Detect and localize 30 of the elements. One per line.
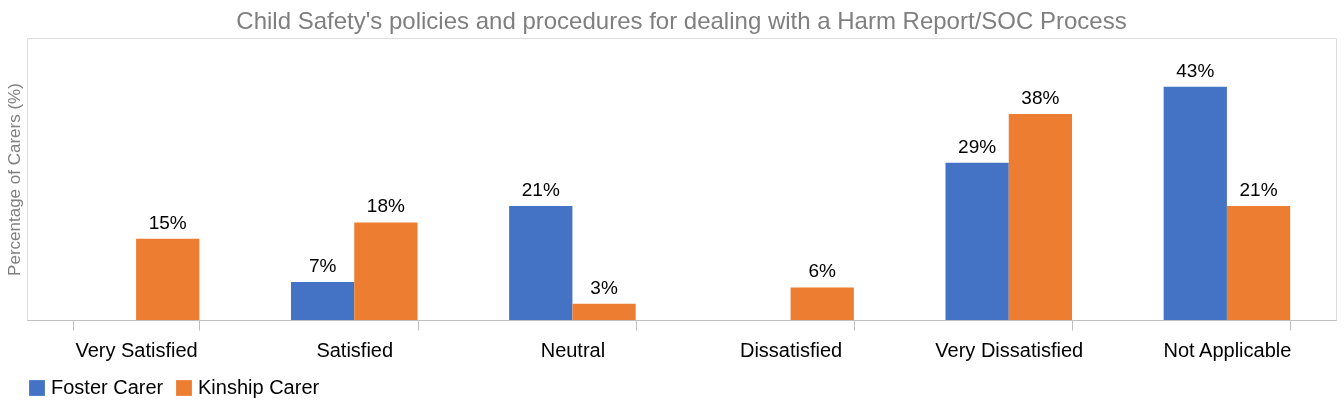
data-label: 15% <box>148 211 187 233</box>
bar <box>136 238 200 320</box>
bar <box>1008 113 1073 320</box>
legend-label: Foster Carer <box>51 376 164 398</box>
y-axis-title: Percentage of Carers (%) <box>4 83 24 276</box>
chart-title: Child Safety's policies and procedures for dealing with a Harm Report/SOC Process <box>236 7 1127 34</box>
x-tick-label: Very Satisfied <box>75 338 198 361</box>
x-tick-label: Not Applicable <box>1163 338 1292 361</box>
legend-label: Kinship Carer <box>198 376 320 398</box>
data-label: 3% <box>590 276 618 298</box>
data-label: 18% <box>366 195 405 217</box>
bar <box>1163 86 1227 320</box>
x-tick-label: Satisfied <box>316 338 394 361</box>
bar <box>354 222 418 320</box>
x-tick-label: Very Dissatisfied <box>935 338 1084 361</box>
bar <box>290 282 355 320</box>
data-label: 43% <box>1176 59 1215 81</box>
x-tick-label: Dissatisfied <box>739 338 843 361</box>
data-label: 6% <box>808 260 837 282</box>
x-tick-label: Neutral <box>540 338 606 361</box>
bar <box>945 162 1009 320</box>
bar <box>509 206 573 320</box>
bar <box>572 303 636 320</box>
bar <box>790 287 854 320</box>
data-label: 21% <box>1239 179 1278 201</box>
data-label: 7% <box>308 255 337 277</box>
data-label: 21% <box>521 179 560 201</box>
bar <box>1226 206 1291 320</box>
data-label: 38% <box>1021 86 1060 108</box>
data-label: 29% <box>958 135 997 157</box>
